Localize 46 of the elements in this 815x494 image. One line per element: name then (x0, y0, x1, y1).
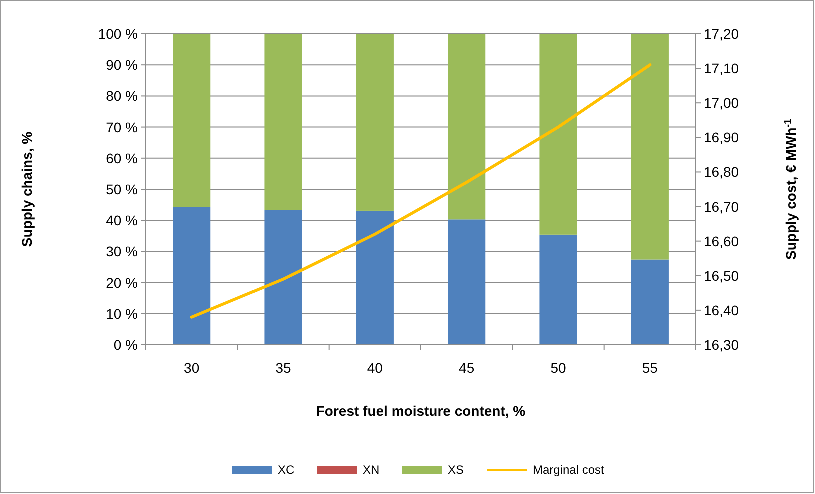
y2-tick-label: 16,50 (704, 268, 740, 284)
y-tick-label: 10 % (106, 306, 138, 322)
y-tick-label: 40 % (106, 212, 138, 229)
legend-label: Marginal cost (533, 463, 606, 477)
y2-tick-label: 17,10 (704, 60, 740, 77)
bar (264, 210, 302, 345)
y2-tick-label: 16,40 (704, 302, 740, 318)
bar (631, 260, 669, 345)
legend-label: XC (278, 463, 296, 477)
bar (173, 34, 211, 208)
bar (173, 207, 211, 345)
y2-tick-label: 16,60 (704, 233, 740, 250)
y-tick-label: 60 % (106, 150, 138, 166)
bar (264, 34, 302, 210)
bar (540, 234, 578, 345)
y-tick-label: 50 % (106, 182, 138, 198)
legend-label: XS (448, 463, 464, 477)
x-axis-title: Forest fuel moisture content, % (316, 403, 526, 419)
bar (356, 210, 394, 345)
y2-tick-label: 17,00 (704, 95, 740, 112)
x-tick-label: 45 (459, 360, 475, 376)
x-tick-label: 50 (550, 360, 566, 376)
y-tick-label: 80 % (106, 88, 138, 104)
y-tick-label: 20 % (106, 274, 138, 291)
y2-tick-label: 16,70 (704, 198, 740, 215)
y2-tick-label: 16,30 (704, 337, 740, 353)
x-tick-label: 40 (367, 360, 384, 376)
x-tick-label: 30 (184, 360, 200, 376)
bar (540, 34, 578, 235)
x-tick-label: 35 (276, 360, 292, 376)
y-tick-label: 0 % (114, 337, 138, 353)
y-tick-label: 90 % (106, 57, 138, 74)
bar (448, 34, 486, 220)
line-series (190, 64, 652, 319)
x-tick-label: 55 (642, 360, 658, 376)
legend-label: XN (363, 463, 380, 477)
y2-tick-label: 17,20 (704, 26, 740, 42)
y-axis-title: Supply chains, % (19, 131, 35, 248)
bar (356, 34, 394, 211)
y-tick-label: 100 % (98, 26, 138, 42)
y2-tick-label: 16,80 (704, 164, 740, 180)
y-tick-label: 30 % (106, 244, 138, 260)
bar (631, 34, 669, 260)
bar (448, 220, 486, 345)
y-tick-label: 70 % (106, 119, 138, 136)
y2-tick-label: 16,90 (704, 130, 740, 146)
